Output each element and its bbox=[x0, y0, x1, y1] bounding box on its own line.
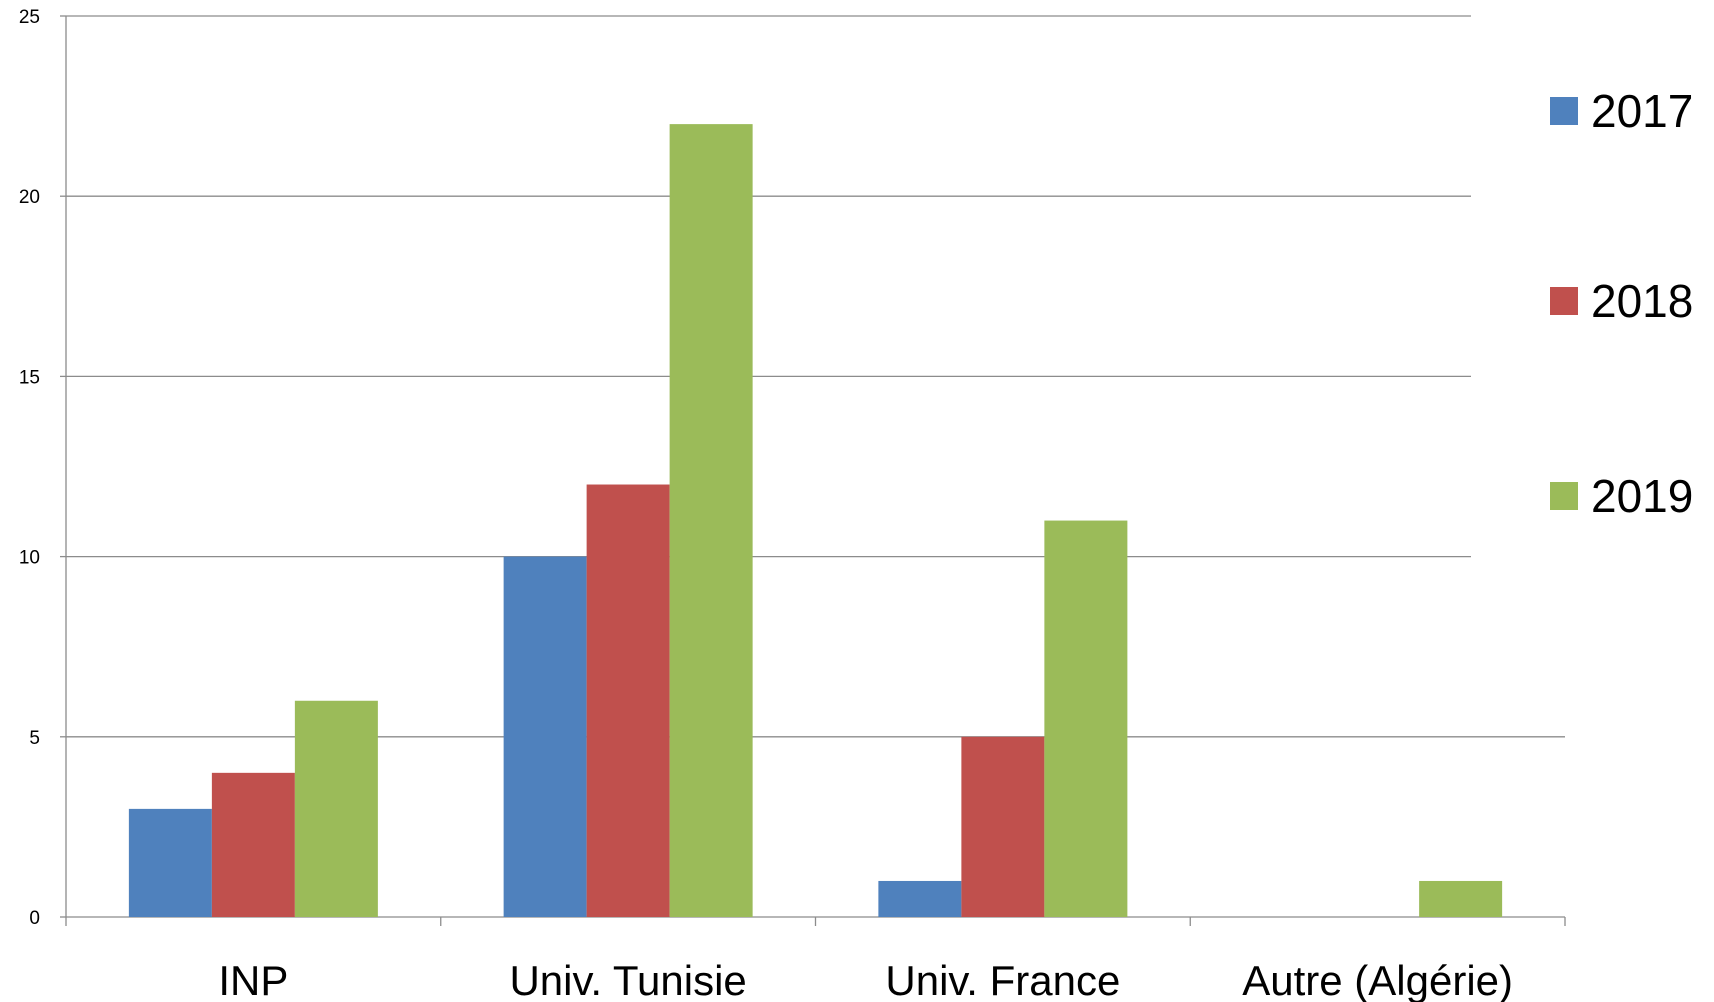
legend-label-2018: 2018 bbox=[1591, 275, 1693, 327]
legend-label-2019: 2019 bbox=[1591, 470, 1693, 522]
x-tick-label: Autre (Algérie) bbox=[1242, 957, 1513, 1002]
bar-2017-0 bbox=[129, 809, 212, 917]
bar-2019-1 bbox=[670, 124, 753, 917]
y-tick-label: 20 bbox=[19, 187, 40, 208]
bar-2017-2 bbox=[878, 881, 961, 917]
bar-2019-0 bbox=[295, 701, 378, 917]
y-tick-label: 10 bbox=[19, 548, 40, 569]
gridlines bbox=[66, 16, 1565, 737]
x-tick-label: Univ. Tunisie bbox=[509, 957, 746, 1002]
legend-label-2017: 2017 bbox=[1591, 85, 1693, 137]
legend-swatch-2017 bbox=[1550, 97, 1578, 125]
y-tick-label: 15 bbox=[19, 367, 40, 388]
y-tick-label: 0 bbox=[29, 908, 40, 929]
bar-2018-1 bbox=[587, 485, 670, 917]
y-tick-label: 25 bbox=[19, 7, 40, 28]
bar-2017-1 bbox=[504, 557, 587, 917]
legend-swatch-2019 bbox=[1550, 482, 1578, 510]
x-tick-label: INP bbox=[218, 957, 288, 1002]
bars bbox=[129, 124, 1502, 917]
bar-2018-0 bbox=[212, 773, 295, 917]
y-tick-label: 5 bbox=[29, 728, 40, 749]
bar-2019-3 bbox=[1419, 881, 1502, 917]
x-tick-label: Univ. France bbox=[885, 957, 1120, 1002]
legend-swatch-2018 bbox=[1550, 287, 1578, 315]
legend: 2017 2018 2019 bbox=[1550, 85, 1693, 522]
x-axis-tick-labels: INP Univ. Tunisie Univ. France Autre (Algér… bbox=[218, 957, 1513, 1002]
bar-2018-2 bbox=[961, 737, 1044, 917]
bar-2019-2 bbox=[1044, 521, 1127, 917]
y-axis-tick-labels: 0 5 10 15 20 25 bbox=[19, 7, 40, 929]
